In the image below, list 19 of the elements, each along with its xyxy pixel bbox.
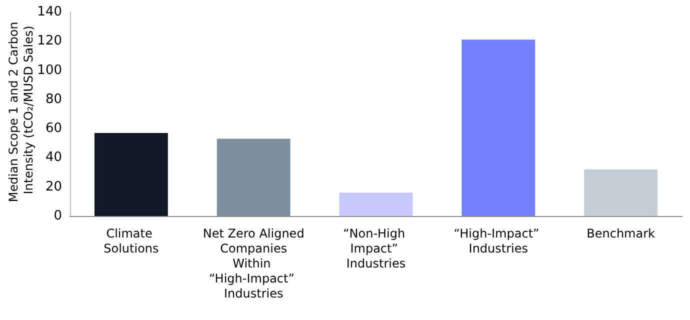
- y-tick-label: 20: [45, 179, 62, 194]
- bar: [462, 40, 536, 216]
- x-tick-label: “Non-High Impact” Industries: [343, 226, 409, 270]
- y-tick-label: 120: [37, 34, 62, 49]
- x-tick-label: Net Zero Aligned Companies Within “High-Impact” Industries: [202, 226, 304, 300]
- y-tick-label: 0: [54, 208, 62, 224]
- y-tick-label: 80: [45, 92, 62, 107]
- bar: [584, 169, 658, 216]
- x-tick-label: “High-Impact” Industries: [454, 226, 544, 256]
- y-tick-label: 140: [37, 4, 62, 20]
- bar: [94, 132, 168, 216]
- bar: [339, 192, 413, 216]
- x-tick-label: Benchmark: [586, 226, 656, 240]
- y-axis-title: Median Scope 1 and 2 Carbon Intensity (tCO₂/MUSD Sales): [6, 18, 36, 202]
- y-tick-label: 40: [45, 150, 62, 166]
- x-tick-label: Climate Solutions: [104, 226, 159, 256]
- bar: [216, 138, 290, 216]
- y-tick-label: 100: [37, 62, 62, 78]
- y-tick-label: 60: [45, 121, 62, 136]
